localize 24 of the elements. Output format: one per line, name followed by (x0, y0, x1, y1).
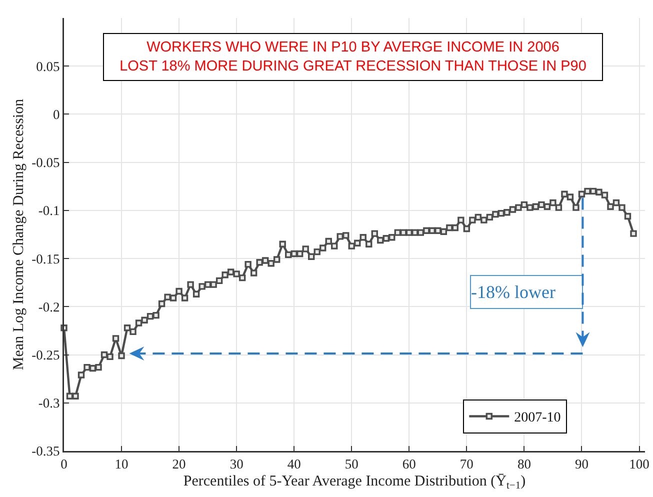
x-tick-label: 100 (629, 456, 650, 472)
y-tick-label: -0.3 (38, 396, 60, 411)
y-tick-label: -0.35 (32, 444, 60, 459)
x-tick-label: 90 (574, 456, 589, 472)
x-tick-label: 60 (402, 456, 416, 472)
x-tick-label: 70 (460, 456, 474, 472)
x-tick-label: 10 (114, 456, 129, 472)
x-tick-label: 50 (344, 456, 359, 472)
y-tick-label: -0.15 (32, 251, 60, 266)
x-tick-label: 40 (287, 456, 302, 472)
x-tick-label: 20 (172, 456, 186, 472)
x-axis-title: Percentiles of 5-Year Average Income Distribution (Ȳ$_{t−1}$) (183, 473, 526, 492)
y-tick-label: -0.05 (32, 155, 60, 170)
y-tick-label: -0.2 (38, 299, 60, 314)
y-axis-title: Mean Log Income Change During Recession (11, 98, 28, 370)
x-tick-label: 30 (230, 456, 244, 472)
annotation: WORKERS WHO WERE IN P10 BY AVERGE INCOME IN 2006 LOST 18% MORE DURING GREAT RECESSION THAN THOSE IN P90 (120, 40, 586, 74)
y-tick-label: -0.25 (32, 348, 60, 363)
legend-label: 2007-10 (514, 410, 561, 426)
y-tick-label: 0 (53, 106, 60, 122)
annotation: -18% lower (471, 282, 556, 302)
y-tick-label: 0.05 (36, 58, 60, 74)
y-tick-label: -0.1 (38, 203, 60, 218)
x-tick-label: 80 (517, 456, 532, 472)
